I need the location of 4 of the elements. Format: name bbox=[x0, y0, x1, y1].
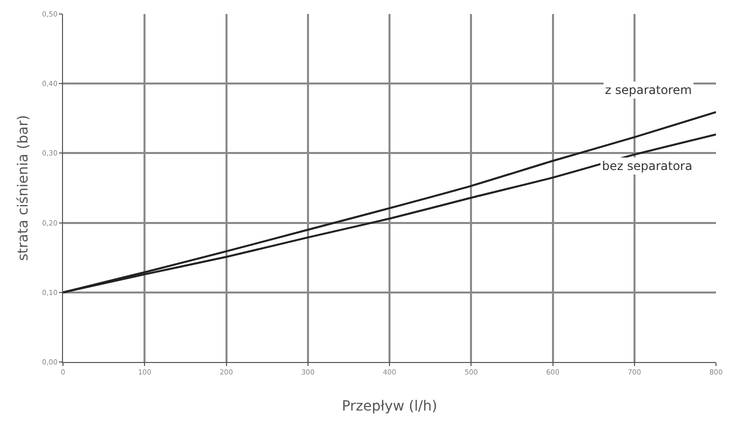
series-label: z separatorem bbox=[605, 83, 692, 97]
x-axis-title: Przepływ (l/h) bbox=[342, 398, 438, 415]
y-axis-title: strata ciśnienia (bar) bbox=[16, 115, 32, 261]
series-label: bez separatora bbox=[602, 159, 692, 173]
